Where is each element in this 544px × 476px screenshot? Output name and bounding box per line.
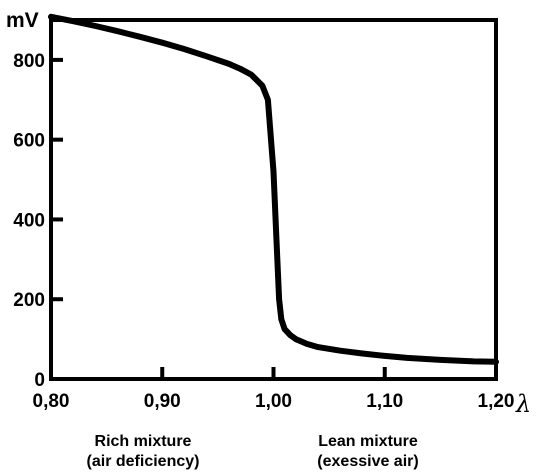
y-axis-unit: mV <box>6 9 39 32</box>
x-tick-label: 1,20 <box>478 391 515 412</box>
annotation-rich: Rich mixture (air deficiency) <box>87 433 200 470</box>
y-tick-label: 600 <box>13 131 45 152</box>
annotation-lean-line2: (exessive air) <box>317 453 418 470</box>
y-tick-label: 400 <box>13 210 45 231</box>
x-tick-label: 1,00 <box>255 391 292 412</box>
x-tick-label: 0,80 <box>33 391 70 412</box>
x-tick-label: 1,10 <box>366 391 403 412</box>
y-tick-label: 0 <box>34 370 45 391</box>
annotation-rich-line1: Rich mixture <box>95 433 192 450</box>
x-axis-symbol: λ <box>515 390 531 418</box>
y-tick-label: 200 <box>13 290 45 311</box>
x-tick-label: 0,90 <box>144 391 181 412</box>
x-axis: 0,80 0,90 1,00 1,10 1,20 <box>33 367 515 412</box>
annotation-lean-line1: Lean mixture <box>318 433 418 450</box>
y-tick-label: 800 <box>13 51 45 72</box>
series-line <box>48 13 499 365</box>
y-axis: 0 200 400 600 800 <box>13 51 63 391</box>
annotation-rich-line2: (air deficiency) <box>87 453 200 470</box>
annotation-lean: Lean mixture (exessive air) <box>317 433 418 470</box>
